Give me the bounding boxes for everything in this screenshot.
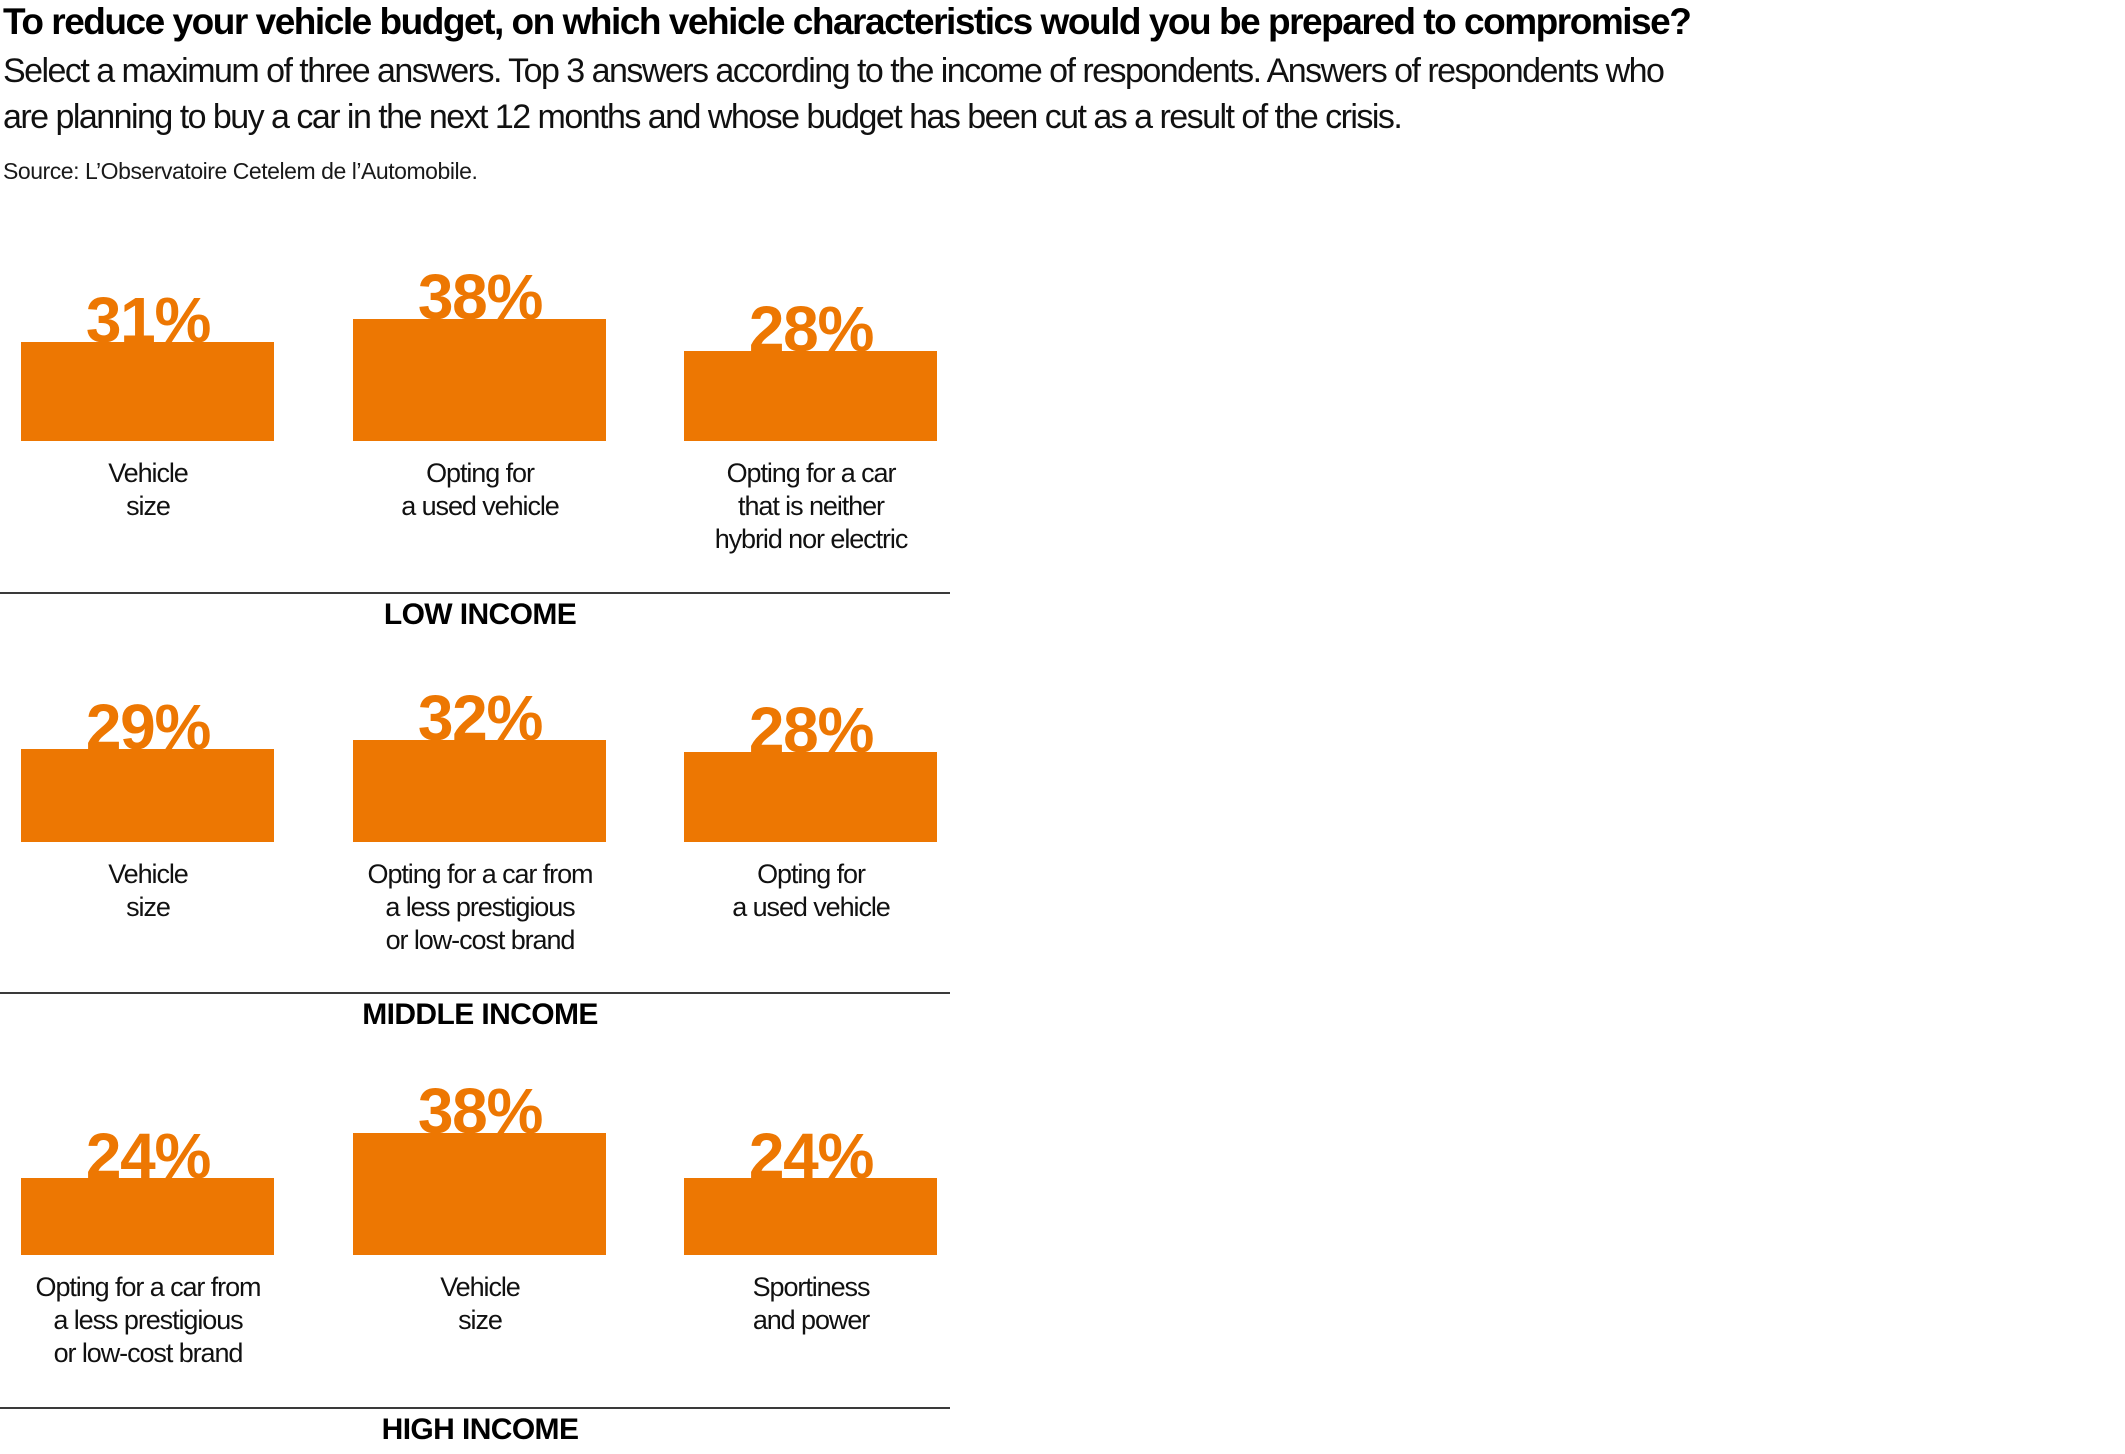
bar-value-label: 31% bbox=[85, 284, 212, 356]
bar-category-label: Opting for a used vehicle bbox=[650, 858, 972, 924]
income-group-label-high-income: HIGH INCOME bbox=[381, 1413, 579, 1446]
bar-category-label-line: Vehicle bbox=[108, 458, 189, 488]
bar-category-label-line: size bbox=[126, 892, 171, 922]
bar-value-label: 32% bbox=[417, 682, 544, 754]
bar bbox=[353, 319, 606, 441]
divider-line bbox=[0, 1407, 950, 1409]
bar-category-label: Opting for a used vehicle bbox=[319, 457, 641, 523]
bar-column: 24% Opting for a car from a less prestigio… bbox=[0, 1055, 309, 1415]
bar-category-label-line: or low-cost brand bbox=[385, 925, 576, 955]
bar bbox=[684, 1178, 937, 1255]
bar-value-label: 28% bbox=[748, 694, 875, 766]
bar-value-label: 38% bbox=[417, 1075, 544, 1147]
income-group-high-income: 24% Opting for a car from a less prestigio… bbox=[0, 1055, 966, 1415]
bar-value-label: 24% bbox=[748, 1120, 875, 1192]
chart-title: To reduce your vehicle budget, on which … bbox=[3, 1, 1692, 42]
bar bbox=[684, 351, 937, 441]
bar bbox=[21, 342, 274, 441]
bar-category-label-line: a used vehicle bbox=[732, 892, 891, 922]
bar-category-label: Vehicle size bbox=[0, 457, 309, 523]
bar bbox=[684, 752, 937, 842]
bar-column: 28% Opting for a car that is neither hybrid… bbox=[650, 241, 972, 601]
income-group-low-income: 31% Vehicle size 38% Opting for a used vehicl… bbox=[0, 241, 966, 601]
bar-category-label-line: a less prestigious bbox=[53, 1305, 243, 1335]
subtitle-line-2: are planning to buy a car in the next 12… bbox=[3, 98, 1403, 136]
bar-value-label: 38% bbox=[417, 261, 544, 333]
divider-line bbox=[0, 992, 950, 994]
chart-subtitle: Select a maximum of three answers. Top 3… bbox=[3, 48, 1665, 140]
bar-category-label-line: Vehicle bbox=[108, 859, 189, 889]
bar-category-label-line: Sportiness bbox=[752, 1272, 871, 1302]
bar-category-label: Vehicle size bbox=[0, 858, 309, 924]
income-group-middle-income: 29% Vehicle size 32% Opting for a car from a … bbox=[0, 642, 966, 1002]
bar-category-label-line: Opting for bbox=[426, 458, 535, 488]
bar-category-label-line: size bbox=[458, 1305, 503, 1335]
bar-category-label-line: Opting for a car from bbox=[367, 859, 594, 889]
bar-category-label: Opting for a car from a less prestigious o… bbox=[319, 858, 641, 957]
source-note: Source: L’Observatoire Cetelem de l’Auto… bbox=[3, 158, 478, 184]
bar bbox=[353, 1133, 606, 1255]
bar-category-label: Sportiness and power bbox=[650, 1271, 972, 1337]
bar-category-label-line: Opting for a car from bbox=[35, 1272, 262, 1302]
bar-category-label-line: hybrid nor electric bbox=[714, 524, 909, 554]
bar-category-label-line: a less prestigious bbox=[385, 892, 575, 922]
bar-category-label: Opting for a car from a less prestigious o… bbox=[0, 1271, 309, 1370]
bar-column: 38% Vehicle size bbox=[319, 1055, 641, 1415]
bar-column: 31% Vehicle size bbox=[0, 241, 309, 601]
bar-category-label: Vehicle size bbox=[319, 1271, 641, 1337]
bar-column: 32% Opting for a car from a less prestigio… bbox=[319, 642, 641, 1002]
bar-column: 38% Opting for a used vehicle bbox=[319, 241, 641, 601]
bar bbox=[21, 1178, 274, 1255]
bar-category-label-line: that is neither bbox=[738, 491, 885, 521]
income-group-label-low-income: LOW INCOME bbox=[383, 598, 577, 631]
bar-category-label-line: a used vehicle bbox=[401, 491, 560, 521]
bar-category-label-line: or low-cost brand bbox=[53, 1338, 244, 1368]
bar bbox=[353, 740, 606, 842]
subtitle-line-1: Select a maximum of three answers. Top 3… bbox=[3, 52, 1665, 90]
bar-column: 28% Opting for a used vehicle bbox=[650, 642, 972, 1002]
bar bbox=[21, 749, 274, 842]
bar-value-label: 24% bbox=[85, 1120, 212, 1192]
bar-category-label-line: size bbox=[126, 491, 171, 521]
bar-category-label-line: Opting for a car bbox=[726, 458, 897, 488]
bar-value-label: 28% bbox=[748, 293, 875, 365]
bar-column: 29% Vehicle size bbox=[0, 642, 309, 1002]
income-group-label-middle-income: MIDDLE INCOME bbox=[362, 998, 598, 1031]
bar-column: 24% Sportiness and power bbox=[650, 1055, 972, 1415]
bar-category-label-line: Opting for bbox=[757, 859, 866, 889]
bar-category-label-line: and power bbox=[752, 1305, 870, 1335]
bar-value-label: 29% bbox=[85, 691, 212, 763]
bar-category-label: Opting for a car that is neither hybrid no… bbox=[650, 457, 972, 556]
bar-category-label-line: Vehicle bbox=[440, 1272, 521, 1302]
divider-line bbox=[0, 592, 950, 594]
